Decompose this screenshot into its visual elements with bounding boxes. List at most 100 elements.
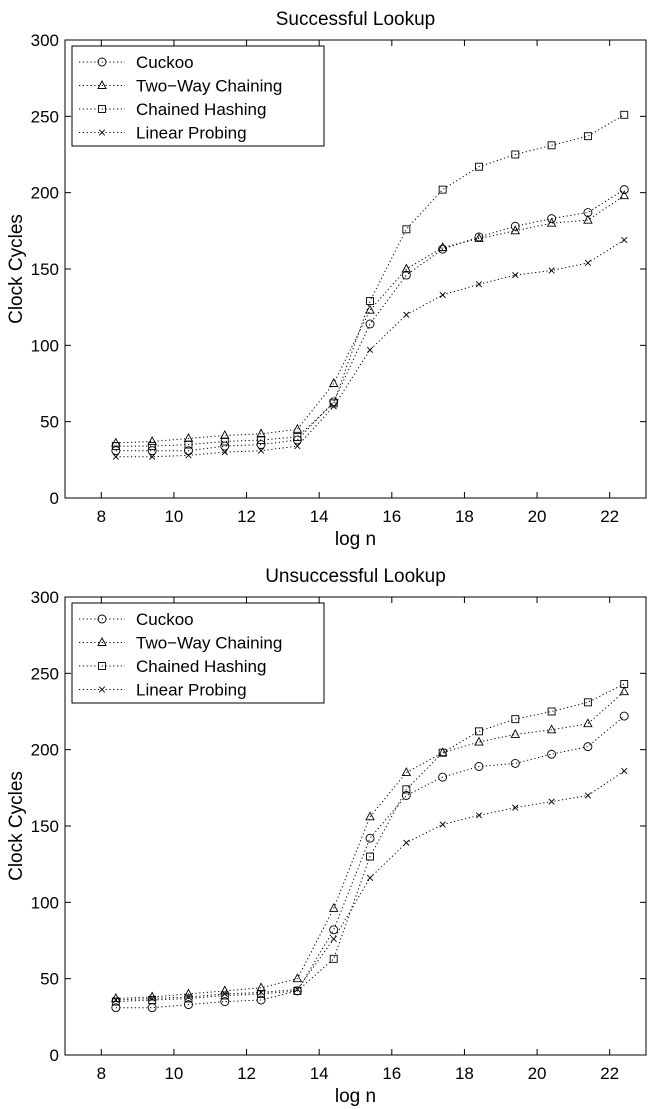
chart-title: Successful Lookup <box>276 9 436 30</box>
y-tick-label: 150 <box>31 817 59 836</box>
series-square <box>111 110 629 451</box>
data-point <box>111 446 121 456</box>
legend-marker <box>97 637 107 646</box>
data-point <box>438 185 447 194</box>
data-point <box>547 749 557 759</box>
data-point <box>111 442 120 451</box>
data-point <box>402 785 411 794</box>
x-axis-label: log n <box>335 1086 376 1107</box>
y-tick-label: 250 <box>31 107 59 126</box>
legend-item: Two−Way Chaining <box>79 77 282 96</box>
legend-label: Cuckoo <box>136 53 194 72</box>
data-point <box>221 449 228 456</box>
data-point <box>365 811 375 821</box>
legend-item: Cuckoo <box>79 610 194 629</box>
data-point <box>292 423 303 433</box>
data-point <box>401 270 411 280</box>
legend: Cuckoo Two−Way Chaining Chained Hashing Lin… <box>71 45 325 147</box>
legend: Cuckoo Two−Way Chaining Chained Hashing Lin… <box>71 602 325 704</box>
legend-label: Linear Probing <box>136 681 247 700</box>
x-tick-label: 16 <box>382 1064 401 1083</box>
legend-item: Cuckoo <box>79 53 194 72</box>
data-point <box>292 435 302 445</box>
data-point <box>330 935 337 943</box>
data-point <box>475 162 483 171</box>
data-point <box>583 742 593 752</box>
data-point <box>474 762 484 771</box>
y-tick-label: 200 <box>31 741 59 760</box>
legend-label: Two−Way Chaining <box>136 634 282 653</box>
data-point <box>475 812 483 819</box>
data-point <box>184 1000 193 1010</box>
series-circle <box>111 185 629 456</box>
data-point <box>294 442 301 450</box>
series-x <box>112 767 628 1004</box>
data-point <box>548 798 555 805</box>
data-point <box>546 724 557 734</box>
legend-item: Chained Hashing <box>79 100 266 119</box>
legend-marker <box>97 80 107 89</box>
data-point <box>366 852 374 861</box>
legend-marker <box>98 686 106 693</box>
data-point <box>220 997 230 1007</box>
series-x <box>112 236 628 460</box>
x-tick-label: 20 <box>528 507 547 526</box>
x-tick-label: 12 <box>237 1064 256 1083</box>
series-line <box>115 683 625 1003</box>
data-point <box>510 758 520 768</box>
series-line <box>115 691 625 999</box>
data-point <box>148 996 157 1004</box>
data-point <box>111 997 120 1006</box>
data-point <box>257 989 265 996</box>
data-point <box>474 233 484 242</box>
y-axis-label: Clock Cycles <box>6 214 27 324</box>
data-point <box>221 990 228 998</box>
data-point <box>365 833 375 843</box>
x-tick-label: 22 <box>600 507 619 526</box>
data-point <box>292 986 302 996</box>
data-point <box>185 993 192 1001</box>
data-point <box>474 232 484 242</box>
legend-label: Linear Probing <box>136 124 247 143</box>
data-point <box>220 991 229 1000</box>
legend-label: Cuckoo <box>136 610 194 629</box>
data-point <box>583 214 593 224</box>
x-tick-label: 18 <box>455 1064 474 1083</box>
data-point <box>365 319 375 329</box>
data-point <box>584 259 592 267</box>
data-point <box>112 453 119 460</box>
data-point <box>111 1003 121 1013</box>
data-point <box>512 271 519 279</box>
x-tick-label: 14 <box>310 1064 329 1083</box>
data-point <box>620 680 629 688</box>
data-point <box>403 311 410 318</box>
data-point <box>619 711 629 721</box>
data-point <box>583 718 593 728</box>
data-point <box>438 748 447 757</box>
data-point <box>183 433 194 442</box>
data-point <box>257 447 265 454</box>
data-point <box>149 453 156 460</box>
data-point <box>292 973 303 983</box>
data-point <box>512 804 519 811</box>
data-point <box>401 767 412 777</box>
data-point <box>583 698 592 707</box>
data-point <box>621 236 628 244</box>
data-point <box>619 686 629 696</box>
data-point <box>546 217 557 227</box>
x-tick-label: 8 <box>97 507 106 526</box>
data-point <box>438 244 448 254</box>
data-point <box>220 441 230 451</box>
data-point <box>475 727 483 736</box>
data-point <box>328 378 339 387</box>
legend-label: Chained Hashing <box>136 657 266 676</box>
data-point <box>437 747 448 757</box>
series-circle <box>111 711 629 1013</box>
legend-marker <box>98 662 106 670</box>
data-point <box>620 110 629 119</box>
x-tick-label: 10 <box>164 1064 183 1083</box>
data-point <box>474 736 484 746</box>
data-point <box>365 304 375 314</box>
data-point <box>437 242 448 252</box>
